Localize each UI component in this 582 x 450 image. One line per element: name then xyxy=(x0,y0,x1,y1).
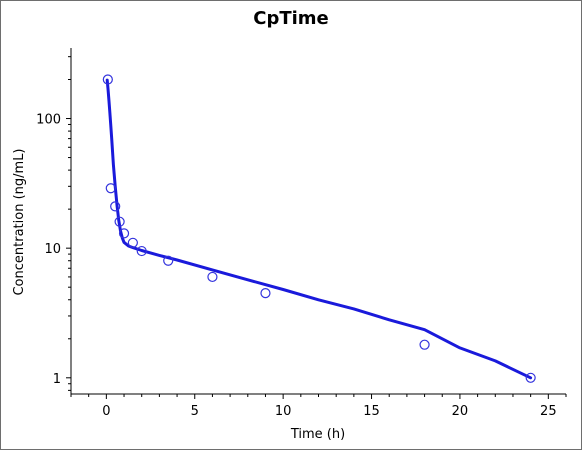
observed-point xyxy=(105,183,116,194)
x-tick-label: 0 xyxy=(102,404,110,419)
y-tick-label: 1 xyxy=(53,372,61,387)
x-tick-label: 5 xyxy=(191,404,199,419)
observed-point xyxy=(163,255,174,266)
fitted-line xyxy=(105,78,533,380)
observed-point xyxy=(118,228,130,239)
observed-point xyxy=(114,216,125,227)
observed-point xyxy=(110,201,121,212)
y-tick-label: 100 xyxy=(36,113,61,128)
fitted-curve xyxy=(105,78,533,380)
x-tick-label: 20 xyxy=(452,404,469,419)
y-tick-label: 10 xyxy=(44,242,61,257)
x-tick-label: 25 xyxy=(540,404,557,419)
observed-point xyxy=(136,245,147,257)
observed-point xyxy=(102,74,113,85)
chart-title: CpTime xyxy=(253,8,329,29)
x-tick-label: 10 xyxy=(275,404,292,419)
y-axis-ticks: 1 10 100 xyxy=(36,56,71,391)
plot-area: 0 5 10 15 20 25 1 10 100 xyxy=(36,48,567,419)
observed-point xyxy=(260,288,271,299)
observed-point xyxy=(525,372,536,383)
x-axis-ticks: 0 5 10 15 20 25 xyxy=(70,394,567,419)
observed-point xyxy=(127,237,138,248)
observed-point xyxy=(207,271,218,283)
observed-point xyxy=(419,339,430,350)
x-tick-label: 15 xyxy=(363,404,380,419)
y-axis-label: Concentration (ng/mL) xyxy=(12,148,27,295)
x-axis-label: Time (h) xyxy=(290,427,345,442)
observed-points xyxy=(102,74,536,383)
